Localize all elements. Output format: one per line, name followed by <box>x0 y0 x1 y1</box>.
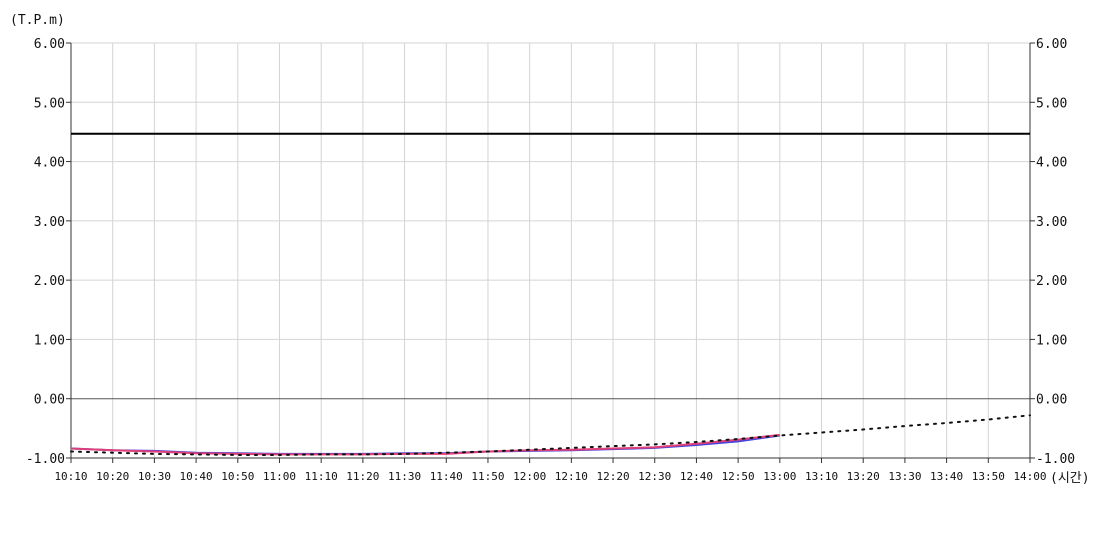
y-tick-label-left: 0.00 <box>34 393 65 408</box>
x-tick-label: 11:10 <box>305 470 338 483</box>
y-tick-label-right: 5.00 <box>1036 96 1067 111</box>
grid <box>71 42 1030 458</box>
y-tick-label-left: 4.00 <box>34 156 65 171</box>
x-tick-label: 12:10 <box>555 470 588 483</box>
x-tick-label: 12:20 <box>596 470 629 483</box>
x-tick-label: 12:00 <box>513 470 546 483</box>
tick-labels: 10:10 10:20 10:30 10:40 10:50 11:00 11:10 11:20… <box>26 37 1075 483</box>
x-tick-label: 13:10 <box>805 470 838 483</box>
y-tick-label-right: 2.00 <box>1036 274 1067 289</box>
y-tick-label-right: -1.00 <box>1036 452 1075 467</box>
x-tick-label: 12:50 <box>722 470 755 483</box>
x-tick-label: 11:30 <box>388 470 421 483</box>
x-tick-label: 13:40 <box>930 470 963 483</box>
x-tick-label: 14:00 <box>1013 470 1046 483</box>
y-tick-label-left: 6.00 <box>34 37 65 52</box>
x-tick-label: 10:40 <box>180 470 213 483</box>
axes <box>66 42 1035 463</box>
x-tick-label: 10:30 <box>138 470 171 483</box>
y-tick-label-right: 4.00 <box>1036 156 1067 171</box>
x-tick-label: 11:00 <box>263 470 296 483</box>
y-tick-label-left: 3.00 <box>34 215 65 230</box>
y-tick-label-left: -1.00 <box>26 452 65 467</box>
series-line-dotted <box>70 414 1031 456</box>
series <box>70 414 1031 456</box>
x-tick-label: 11:40 <box>430 470 463 483</box>
y-tick-label-right: 0.00 <box>1036 393 1067 408</box>
y-tick-label-right: 3.00 <box>1036 215 1067 230</box>
y-tick-label-right: 6.00 <box>1036 37 1067 52</box>
x-axis-unit-label: (시간) <box>1050 471 1090 486</box>
y-tick-label-left: 2.00 <box>34 274 65 289</box>
x-tick-label: 10:20 <box>96 470 129 483</box>
series-line-1 <box>70 434 780 455</box>
x-tick-label: 12:30 <box>638 470 671 483</box>
x-tick-label: 13:20 <box>847 470 880 483</box>
x-tick-label: 10:10 <box>54 470 87 483</box>
x-tick-label: 10:50 <box>221 470 254 483</box>
x-tick-label: 13:30 <box>888 470 921 483</box>
x-tick-label: 12:40 <box>680 470 713 483</box>
y-axis-unit-label: (T.P.m) <box>10 13 65 28</box>
y-tick-label-left: 1.00 <box>34 333 65 348</box>
x-tick-label: 13:50 <box>972 470 1005 483</box>
y-tick-label-right: 1.00 <box>1036 333 1067 348</box>
y-tick-label-left: 5.00 <box>34 96 65 111</box>
x-tick-label: 13:00 <box>763 470 796 483</box>
x-tick-label: 11:20 <box>346 470 379 483</box>
x-tick-label: 11:50 <box>471 470 504 483</box>
